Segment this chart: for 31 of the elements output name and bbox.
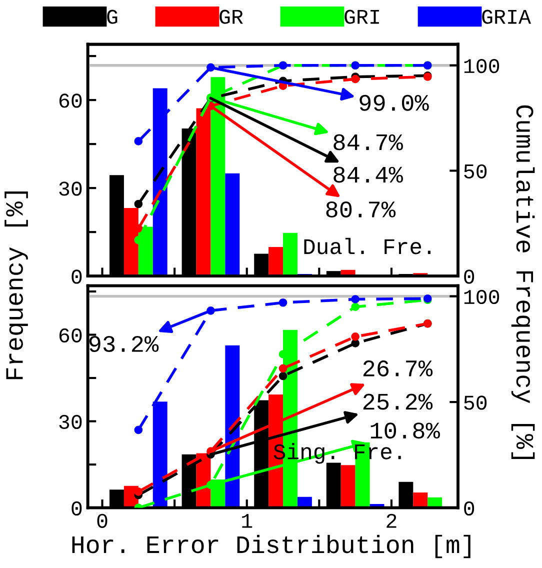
y-axis-title: Frequency [%] bbox=[4, 192, 28, 380]
legend-label: G bbox=[107, 10, 118, 24]
annotation: Dual. Fre. bbox=[304, 238, 430, 254]
annotation: 84.4% bbox=[334, 166, 403, 183]
y-tick-label: 60 bbox=[59, 94, 82, 108]
legend-label: GR bbox=[220, 10, 243, 24]
y2-axis-title: Cumulative Frequency [%] bbox=[511, 105, 535, 459]
y2-tick-label: 0 bbox=[464, 270, 474, 284]
x-axis-title: Hor. Error Distribution [m] bbox=[72, 534, 470, 558]
y-tick-label: 30 bbox=[59, 414, 82, 430]
annotation: 99.0% bbox=[360, 94, 429, 111]
annotation: 25.2% bbox=[363, 394, 433, 410]
y2-tick-label: 100 bbox=[464, 58, 500, 74]
y2-tick-label: 50 bbox=[464, 396, 487, 410]
y-tick-label: 0 bbox=[72, 501, 82, 516]
x-tick-label: 1 bbox=[242, 514, 252, 528]
legend-label: GRIA bbox=[482, 10, 532, 24]
annotation: 80.7% bbox=[326, 201, 396, 218]
y-tick-label: 30 bbox=[59, 182, 82, 196]
legend-label: GRI bbox=[344, 10, 379, 24]
annotation: 93.2% bbox=[89, 336, 159, 352]
annotation: 10.8% bbox=[370, 422, 440, 439]
y2-tick-label: 0 bbox=[464, 501, 474, 516]
y2-tick-label: 50 bbox=[464, 164, 487, 178]
y2-tick-label: 100 bbox=[464, 290, 500, 304]
y-tick-label: 0 bbox=[72, 270, 82, 284]
annotation: 26.7% bbox=[363, 360, 433, 376]
x-tick-label: 2 bbox=[386, 514, 396, 528]
y-tick-label: 60 bbox=[59, 328, 82, 342]
x-tick-label: 0 bbox=[97, 514, 108, 528]
annotation: 84.7% bbox=[334, 134, 403, 150]
